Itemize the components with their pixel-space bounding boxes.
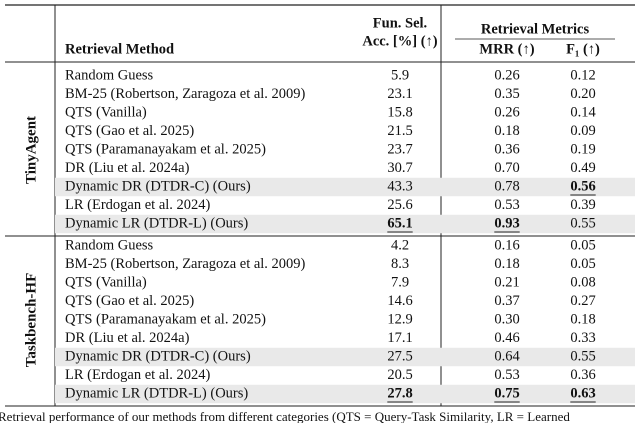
cell-value: 8.3	[391, 256, 409, 272]
cell-value: 0.78	[494, 178, 519, 194]
cell-value: 0.05	[570, 256, 595, 272]
cell-value: 23.1	[387, 86, 412, 102]
cell-value: 23.7	[387, 141, 412, 157]
cell-value: 27.5	[387, 348, 412, 364]
method-name: LR (Erdogan et al. 2024)	[65, 197, 211, 213]
cell-value: 43.3	[387, 178, 412, 194]
cell-value: 0.64	[494, 348, 520, 364]
cell-value: 7.9	[391, 274, 409, 290]
cell-value: 0.05	[570, 237, 595, 253]
cell-value: 0.21	[494, 274, 519, 290]
cell-value: 0.26	[494, 104, 519, 120]
cell-value: 0.37	[494, 293, 519, 309]
cell-value: 21.5	[387, 123, 412, 139]
cell-value: 0.36	[494, 141, 519, 157]
cell-value: 0.55	[570, 215, 595, 231]
cell-value: 0.18	[494, 123, 519, 139]
method-name: DR (Liu et al. 2024a)	[65, 330, 190, 346]
cell-value: 0.49	[570, 160, 595, 176]
cell-value: 0.26	[494, 67, 519, 83]
group-label: TinyAgent	[23, 116, 39, 184]
row-shade	[55, 177, 635, 197]
cell-value: 0.53	[494, 197, 519, 213]
method-name: Random Guess	[65, 67, 154, 83]
header-method: Retrieval Method	[65, 41, 174, 57]
cell-value: 0.46	[494, 330, 519, 346]
cell-value: 0.55	[570, 348, 595, 364]
cell-value: 0.56	[570, 178, 595, 194]
method-name: Dynamic DR (DTDR-C) (Ours)	[65, 178, 251, 194]
method-name: QTS (Vanilla)	[65, 274, 147, 290]
cell-value: 0.20	[570, 86, 595, 102]
method-name: QTS (Paramanayakam et al. 2025)	[65, 141, 266, 157]
cell-value: 0.53	[494, 367, 519, 383]
header-acc: Fun. Sel.	[373, 15, 427, 31]
header-metrics: Retrieval Metrics	[481, 21, 590, 37]
cell-value: 0.63	[570, 385, 595, 401]
cell-value: 4.2	[391, 237, 409, 253]
cell-value: 0.93	[494, 215, 519, 231]
cell-value: 5.9	[391, 67, 409, 83]
method-name: LR (Erdogan et al. 2024)	[65, 367, 211, 383]
cell-value: 0.08	[570, 274, 595, 290]
method-name: Random Guess	[65, 237, 154, 253]
cell-value: 0.30	[494, 311, 519, 327]
cell-value: 0.18	[494, 256, 519, 272]
header-acc: Acc. [%] (↑)	[362, 33, 437, 49]
cell-value: 25.6	[387, 197, 412, 213]
cell-value: 0.09	[570, 123, 595, 139]
method-name: Dynamic DR (DTDR-C) (Ours)	[65, 348, 251, 364]
cell-value: 12.9	[387, 311, 412, 327]
header-mrr: MRR (↑)	[479, 41, 534, 57]
cell-value: 0.16	[494, 237, 519, 253]
cell-value: 0.19	[570, 141, 595, 157]
method-name: Dynamic LR (DTDR-L) (Ours)	[65, 385, 248, 401]
method-name: BM-25 (Robertson, Zaragoza et al. 2009)	[65, 86, 306, 102]
cell-value: 27.8	[387, 385, 412, 401]
caption: Retrieval performance of our methods fro…	[0, 409, 570, 423]
cell-value: 0.35	[494, 86, 519, 102]
method-name: QTS (Gao et al. 2025)	[65, 293, 194, 309]
cell-value: 0.75	[494, 385, 519, 401]
cell-value: 0.33	[570, 330, 595, 346]
cell-value: 17.1	[387, 330, 412, 346]
cell-value: 0.39	[570, 197, 595, 213]
row-shade	[55, 384, 635, 404]
cell-value: 0.70	[494, 160, 519, 176]
cell-value: 15.8	[387, 104, 412, 120]
method-name: QTS (Gao et al. 2025)	[65, 123, 194, 139]
cell-value: 14.6	[387, 293, 412, 309]
header-f1: F₁ (↑)	[566, 41, 600, 57]
method-name: BM-25 (Robertson, Zaragoza et al. 2009)	[65, 256, 306, 272]
cell-value: 0.14	[570, 104, 596, 120]
row-shade	[55, 347, 635, 367]
cell-value: 20.5	[387, 367, 412, 383]
method-name: DR (Liu et al. 2024a)	[65, 160, 190, 176]
method-name: QTS (Vanilla)	[65, 104, 147, 120]
cell-value: 30.7	[387, 160, 412, 176]
row-shade	[55, 214, 635, 234]
cell-value: 0.36	[570, 367, 595, 383]
cell-value: 0.12	[570, 67, 595, 83]
method-name: Dynamic LR (DTDR-L) (Ours)	[65, 215, 248, 231]
cell-value: 0.18	[570, 311, 595, 327]
group-label: Taskbench-HF	[23, 273, 39, 367]
method-name: QTS (Paramanayakam et al. 2025)	[65, 311, 266, 327]
cell-value: 65.1	[387, 215, 412, 231]
cell-value: 0.27	[570, 293, 595, 309]
